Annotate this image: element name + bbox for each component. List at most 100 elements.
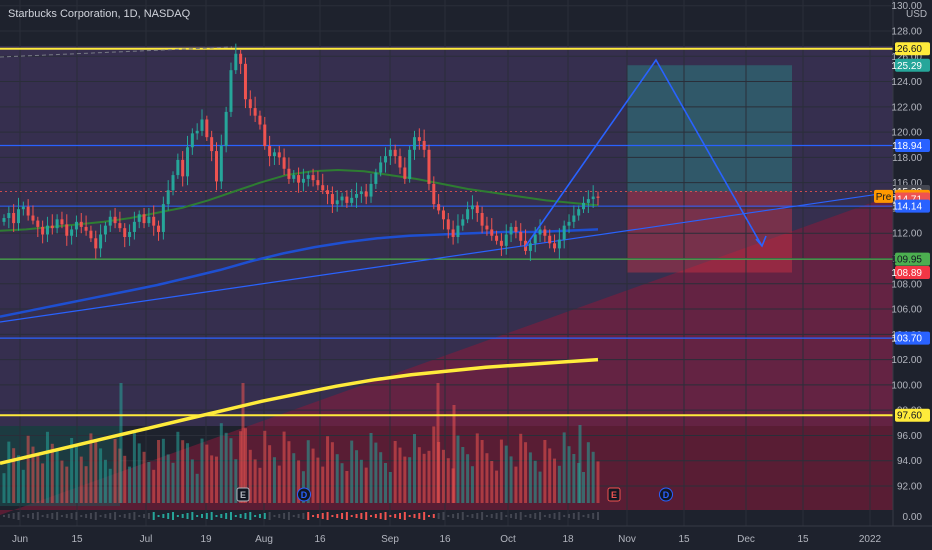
volume-bar	[403, 456, 407, 503]
candle-body	[591, 196, 595, 200]
zones-layer	[0, 46, 893, 515]
price-badge: 103.70	[891, 331, 930, 345]
volume-bar	[195, 473, 199, 503]
time-tick-label: Nov	[618, 534, 636, 545]
volume-bar	[359, 459, 363, 503]
oscillator-bar	[191, 512, 194, 520]
candle-body	[70, 229, 74, 236]
volume-bar	[241, 383, 245, 503]
oscillator-bar	[181, 514, 184, 518]
volume-bar	[248, 449, 252, 503]
price-badge-label: 103.70	[891, 334, 922, 345]
candle-body	[466, 209, 470, 220]
candle-body	[258, 115, 262, 125]
volume-bar	[538, 471, 542, 503]
oscillator-bar	[456, 513, 459, 519]
pattern-arrowhead	[755, 235, 767, 248]
oscillator-bar	[56, 512, 59, 520]
candle-body	[263, 124, 267, 147]
candle-body	[277, 152, 281, 158]
oscillator-bar	[529, 514, 532, 518]
volume-bar	[16, 455, 20, 503]
oscillator-bar	[85, 514, 88, 518]
candle-body	[161, 204, 165, 232]
candle-body	[60, 219, 64, 225]
oscillator-bar	[485, 515, 488, 517]
volume-bar	[128, 466, 132, 503]
volume-bar	[70, 438, 74, 503]
price-badge-bg	[895, 266, 930, 280]
oscillator-bar	[225, 513, 228, 519]
oscillator-bar	[94, 512, 97, 520]
candle-body	[152, 216, 156, 226]
dividend-icon	[297, 487, 311, 502]
volume-bar	[452, 405, 456, 503]
oscillator-bar	[65, 514, 68, 518]
candle-body	[84, 226, 88, 231]
candle-body	[412, 137, 416, 150]
candle-body	[205, 119, 209, 138]
candle-body	[292, 175, 296, 179]
price-axis[interactable]: 92.0094.0096.0098.00100.00102.00104.0010…	[874, 0, 932, 550]
price-tick-label: 116.00	[892, 178, 922, 189]
oscillator-bar	[22, 515, 25, 517]
dividend-icon	[659, 487, 673, 502]
volume-bar	[79, 456, 83, 503]
volume-bar	[7, 441, 11, 503]
volume-bar	[528, 452, 532, 503]
pre-badge-label: Pre	[876, 192, 892, 203]
candle-body	[577, 209, 581, 216]
volume-bar	[441, 449, 445, 503]
volume-bar	[408, 457, 412, 503]
volume-bar	[553, 458, 557, 503]
candle-body	[21, 206, 25, 210]
candle-body	[36, 220, 40, 227]
volume-bar	[596, 461, 600, 503]
price-tick-label: 108.00	[891, 279, 922, 290]
candle-body	[99, 234, 103, 249]
candle-body	[422, 140, 426, 150]
target-zone	[627, 65, 792, 192]
candle-body	[50, 225, 54, 229]
oscillator-bar	[360, 513, 363, 519]
volume-bar	[499, 439, 503, 503]
oscillator-bar	[312, 515, 315, 517]
candle-body	[408, 149, 412, 179]
oscillator-bar	[162, 514, 165, 518]
price-badge: 126.60	[891, 42, 930, 56]
candle-body	[345, 196, 349, 203]
volume-bar	[364, 467, 368, 503]
oscillator-bar	[258, 514, 261, 518]
candle-body	[437, 204, 441, 211]
oscillator-tick-label: 0.00	[903, 512, 923, 523]
pre-badge-bg	[874, 189, 893, 203]
oscillator-bar	[118, 515, 121, 517]
oscillator-bar	[510, 514, 513, 518]
event-marker-dividend: D	[297, 487, 311, 502]
oscillator-bar	[176, 515, 179, 517]
oscillator-bar	[418, 513, 421, 519]
candle-body	[432, 183, 436, 205]
price-badge-bg	[895, 139, 930, 153]
candle-body	[118, 223, 122, 229]
candle-body	[89, 230, 93, 239]
oscillator-bar	[75, 512, 78, 520]
oscillator-bar	[572, 513, 575, 519]
candle-body	[26, 206, 30, 216]
oscillator-bar	[268, 512, 271, 520]
candle-body	[16, 209, 20, 224]
oscillator-bar	[128, 513, 131, 519]
candle-body	[374, 172, 378, 184]
oscillator-bar	[408, 515, 411, 517]
candle-body	[480, 213, 484, 226]
price-tick-label: 122.00	[891, 102, 922, 113]
volume-bar	[384, 463, 388, 503]
volume-bar	[340, 463, 344, 503]
volume-bar	[50, 443, 54, 503]
volume-bar	[103, 459, 107, 503]
oscillator-bar	[582, 515, 585, 517]
price-tick-label: 112.00	[892, 229, 922, 240]
time-axis[interactable]: Jun 15 Jul 19 Aug 16 Sep 16 Oct 18 Nov 15 Dec 15 2022	[0, 525, 932, 550]
